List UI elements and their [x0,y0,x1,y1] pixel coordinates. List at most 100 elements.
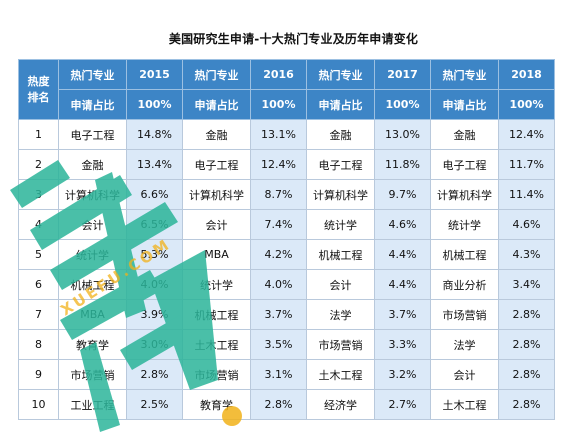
rank-cell: 1 [18,119,59,150]
major-cell: 机械工程 [182,299,251,330]
major-cell: 土木工程 [306,359,375,390]
major-cell: 统计学 [58,239,127,270]
table-row: 2 金融 13.4% 电子工程 12.4% 电子工程 11.8% 电子工程 11.7% [18,149,555,180]
share-cell: 2.5% [126,389,183,420]
major-cell: 计算机科学 [430,179,499,210]
major-cell: 机械工程 [58,269,127,300]
header-row-year: 热度 排名 热门专业 2015 热门专业 2016 热门专业 2017 热门专业… [18,59,555,120]
page-title: 美国研究生申请-十大热门专业及历年申请变化 [168,32,419,46]
share-cell: 13.4% [126,149,183,180]
rank-cell: 10 [18,389,59,420]
major-cell: 经济学 [306,389,375,420]
year-header: 2016 [250,59,307,90]
total-header: 100% [374,89,431,120]
share-cell: 4.6% [498,209,555,240]
table-row: 9 市场营销 2.8% 市场营销 3.1% 土木工程 3.2% 会计 2.8% [18,359,555,390]
major-cell: 金融 [182,119,251,150]
rank-cell: 7 [18,299,59,330]
share-cell: 2.8% [126,359,183,390]
total-header: 100% [126,89,183,120]
major-cell: 金融 [58,149,127,180]
share-cell: 6.6% [126,179,183,210]
rank-header: 热度 排名 [18,59,59,120]
share-cell: 11.8% [374,149,431,180]
table-row: 7 MBA 3.9% 机械工程 3.7% 法学 3.7% 市场营销 2.8% [18,299,555,330]
share-cell: 4.4% [374,239,431,270]
year-header: 2017 [374,59,431,90]
major-header: 热门专业 [430,59,499,90]
share-cell: 11.4% [498,179,555,210]
rank-header-line2: 排名 [27,90,50,104]
rank-cell: 5 [18,239,59,270]
major-cell: 计算机科学 [182,179,251,210]
major-cell: 市场营销 [430,299,499,330]
share-cell: 3.9% [126,299,183,330]
share-cell: 5.3% [126,239,183,270]
share-cell: 6.5% [126,209,183,240]
major-cell: 土木工程 [430,389,499,420]
major-cell: 金融 [430,119,499,150]
major-cell: 法学 [430,329,499,360]
major-cell: 会计 [430,359,499,390]
share-header: 申请占比 [306,89,375,120]
share-cell: 3.1% [250,359,307,390]
share-cell: 4.3% [498,239,555,270]
major-cell: 电子工程 [306,149,375,180]
rank-header-line1: 热度 [27,74,50,88]
major-header: 热门专业 [306,59,375,90]
rank-cell: 6 [18,269,59,300]
share-cell: 9.7% [374,179,431,210]
total-header: 100% [250,89,307,120]
table-row: 8 教育学 3.0% 土木工程 3.5% 市场营销 3.3% 法学 2.8% [18,329,555,360]
rank-cell: 4 [18,209,59,240]
major-cell: 电子工程 [182,149,251,180]
rank-cell: 2 [18,149,59,180]
share-cell: 2.8% [498,359,555,390]
major-cell: 会计 [182,209,251,240]
major-cell: 统计学 [182,269,251,300]
header-row-share: 申请占比 100% 申请占比 100% 申请占比 100% 申请占比 100% [19,89,555,120]
share-cell: 3.4% [498,269,555,300]
share-cell: 3.0% [126,329,183,360]
share-cell: 11.7% [498,149,555,180]
table-row: 5 统计学 5.3% MBA 4.2% 机械工程 4.4% 机械工程 4.3% [18,239,555,270]
major-cell: 市场营销 [58,359,127,390]
table-body: 1 电子工程 14.8% 金融 13.1% 金融 13.0% 金融 12.4% 2 金融 13.4% 电… [18,119,555,420]
share-header: 申请占比 [430,89,499,120]
major-cell: 会计 [58,209,127,240]
share-cell: 7.4% [250,209,307,240]
major-cell: 电子工程 [58,119,127,150]
table-row: 3 计算机科学 6.6% 计算机科学 8.7% 计算机科学 9.7% 计算机科学 11.4% [18,179,555,210]
share-cell: 2.8% [498,299,555,330]
share-header: 申请占比 [58,89,127,120]
major-cell: MBA [58,299,127,330]
share-cell: 2.7% [374,389,431,420]
share-cell: 13.0% [374,119,431,150]
major-cell: MBA [182,239,251,270]
total-header: 100% [498,89,555,120]
major-cell: 法学 [306,299,375,330]
major-cell: 土木工程 [182,329,251,360]
major-header: 热门专业 [182,59,251,90]
share-cell: 2.8% [498,389,555,420]
share-cell: 4.6% [374,209,431,240]
major-cell: 教育学 [182,389,251,420]
share-cell: 2.8% [498,329,555,360]
major-cell: 电子工程 [430,149,499,180]
major-cell: 工业工程 [58,389,127,420]
rank-cell: 9 [18,359,59,390]
major-cell: 统计学 [430,209,499,240]
major-cell: 市场营销 [182,359,251,390]
share-cell: 4.0% [250,269,307,300]
major-cell: 机械工程 [306,239,375,270]
table-row: 10 工业工程 2.5% 教育学 2.8% 经济学 2.7% 土木工程 2.8% [18,389,555,420]
share-cell: 3.3% [374,329,431,360]
share-cell: 14.8% [126,119,183,150]
share-cell: 2.8% [250,389,307,420]
share-cell: 4.4% [374,269,431,300]
share-cell: 3.2% [374,359,431,390]
table-row: 6 机械工程 4.0% 统计学 4.0% 会计 4.4% 商业分析 3.4% [18,269,555,300]
share-cell: 8.7% [250,179,307,210]
year-header: 2018 [498,59,555,90]
share-cell: 4.0% [126,269,183,300]
